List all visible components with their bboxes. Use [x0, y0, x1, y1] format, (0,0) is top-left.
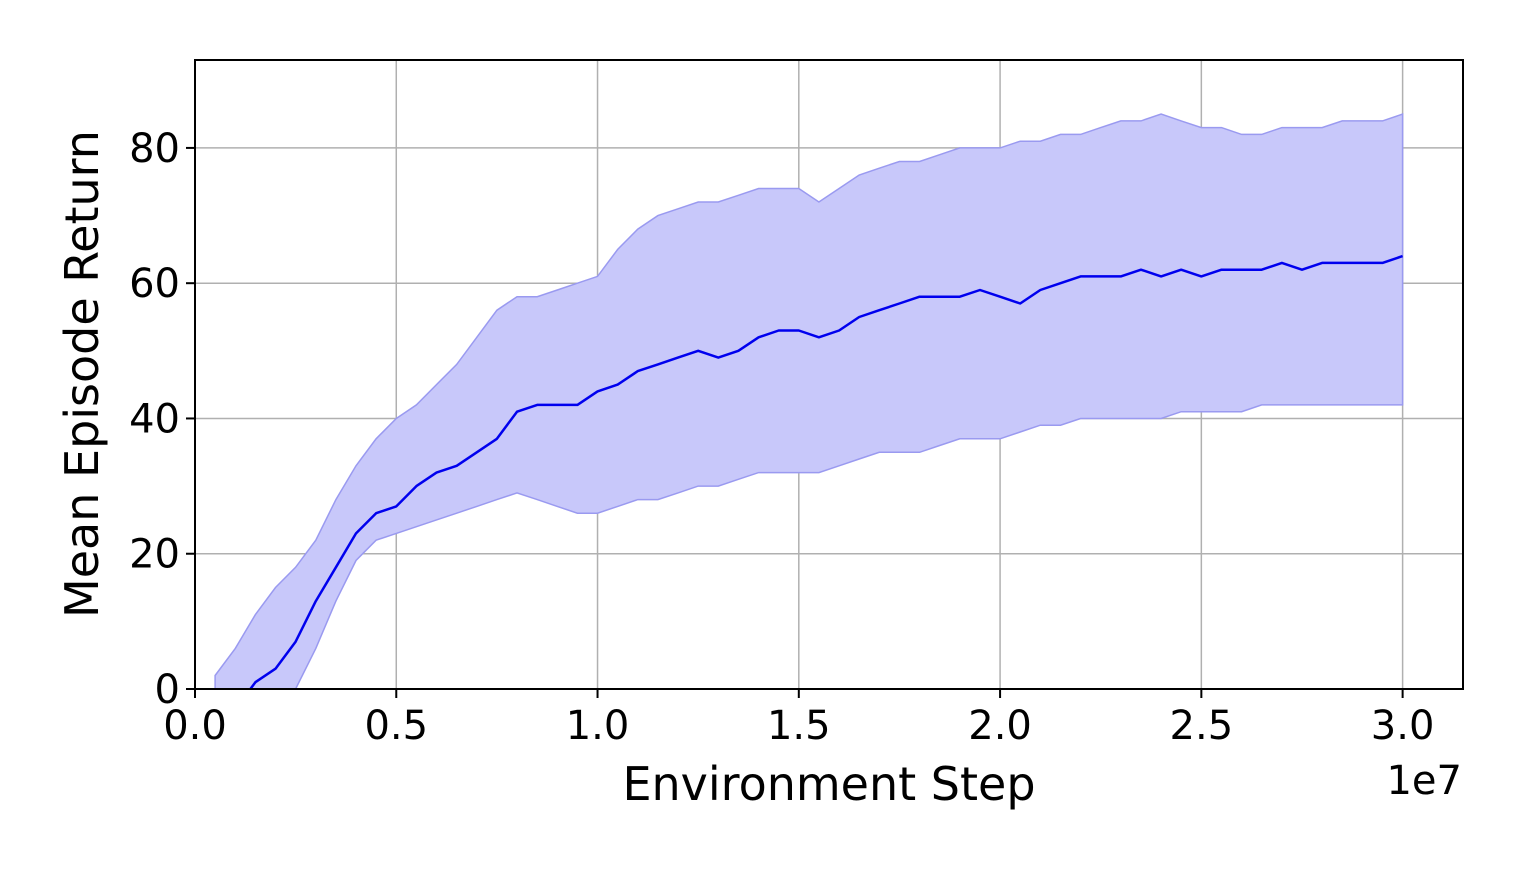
- x-axis-label: Environment Step: [622, 757, 1035, 811]
- x-axis-offset-label: 1e7: [1386, 758, 1462, 804]
- mean-return-line: [248, 254, 1404, 689]
- plot-frame: [194, 59, 1464, 690]
- y-tick-label-2: 40: [129, 396, 180, 442]
- confidence-band: [214, 113, 1404, 689]
- y-axis-label: Mean Episode Return: [55, 130, 109, 618]
- x-tick-label-3: 1.5: [767, 703, 831, 749]
- y-tick-label-0: 0: [155, 667, 180, 713]
- x-tick-label-4: 2.0: [968, 703, 1032, 749]
- x-tick-label-5: 2.5: [1170, 703, 1234, 749]
- x-tick-label-2: 1.0: [566, 703, 630, 749]
- y-tick-label-3: 60: [129, 261, 180, 307]
- y-axis-ticks: 0 20 40 60 80: [129, 126, 195, 713]
- y-tick-label-1: 20: [129, 532, 180, 578]
- y-tick-label-4: 80: [129, 126, 180, 172]
- x-tick-label-0: 0.0: [163, 703, 227, 749]
- x-tick-label-6: 3.0: [1371, 703, 1435, 749]
- x-axis-ticks: 0.0 0.5 1.0 1.5 2.0 2.5 3.0: [163, 689, 1434, 749]
- x-tick-label-1: 0.5: [364, 703, 428, 749]
